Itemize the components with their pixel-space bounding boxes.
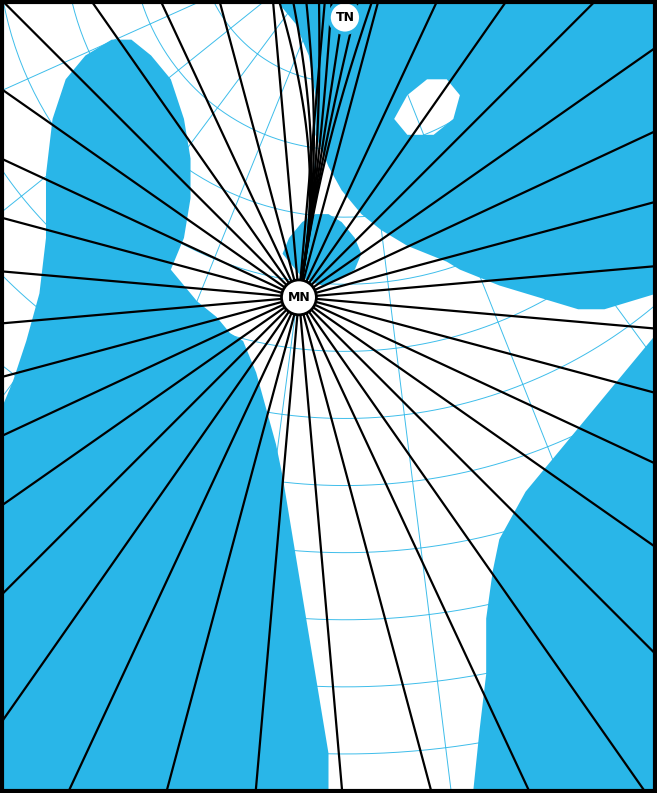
Circle shape bbox=[281, 280, 317, 315]
Polygon shape bbox=[283, 214, 361, 285]
Circle shape bbox=[329, 2, 361, 33]
Text: TN: TN bbox=[336, 11, 354, 24]
Polygon shape bbox=[473, 333, 657, 793]
Polygon shape bbox=[276, 0, 657, 309]
Polygon shape bbox=[394, 79, 460, 135]
Polygon shape bbox=[0, 40, 328, 793]
Text: MN: MN bbox=[288, 291, 310, 304]
